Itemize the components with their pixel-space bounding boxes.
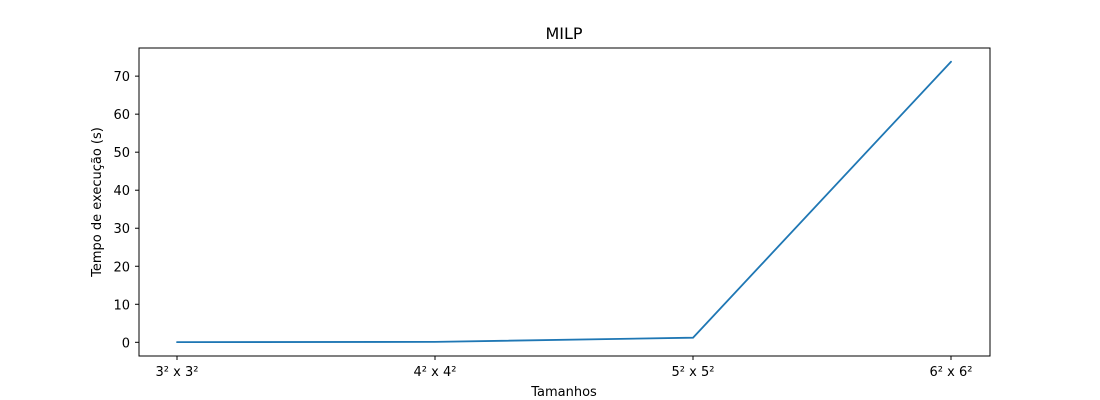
plot-frame: [138, 47, 991, 357]
x-tick-label: 3² x 3²: [156, 365, 199, 380]
y-tick-label: 40: [113, 184, 130, 199]
y-axis-label: Tempo de execução (s): [90, 127, 105, 278]
x-tick-label: 6² x 6²: [930, 365, 973, 380]
series-layer: [176, 60, 952, 344]
x-tick-label: 5² x 5²: [672, 365, 715, 380]
chart-title: MILP: [545, 24, 582, 43]
y-tick-label: 70: [113, 70, 130, 85]
x-axis-label: Tamanhos: [530, 385, 597, 400]
x-tick-label: 4² x 4²: [414, 365, 457, 380]
series-line: [176, 60, 952, 344]
x-axis-ticks: 3² x 3² 4² x 4² 5² x 5² 6² x 6²: [156, 356, 973, 380]
y-tick-label: 50: [113, 146, 130, 161]
y-axis-ticks: 0 10 20 30 40 50 60 70: [113, 70, 139, 351]
y-tick-label: 20: [113, 260, 130, 275]
y-tick-label: 60: [113, 108, 130, 123]
y-tick-label: 30: [113, 222, 130, 237]
y-tick-label: 0: [122, 336, 130, 351]
y-tick-label: 10: [113, 298, 130, 313]
